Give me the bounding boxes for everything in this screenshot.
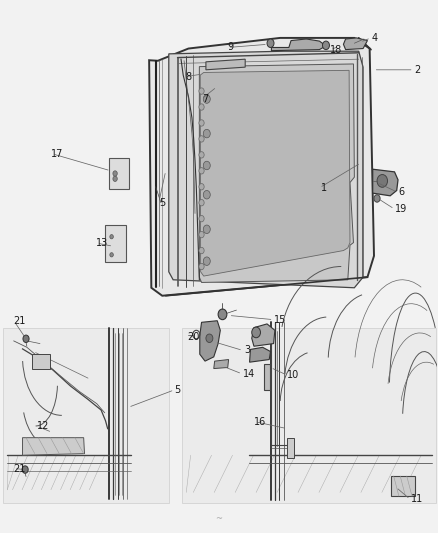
Text: 21: 21 <box>13 316 25 326</box>
Text: 5: 5 <box>159 198 165 208</box>
Circle shape <box>110 253 113 257</box>
Circle shape <box>203 130 210 138</box>
Polygon shape <box>199 64 354 282</box>
Bar <box>3 328 169 503</box>
Polygon shape <box>206 59 245 70</box>
Circle shape <box>374 195 380 202</box>
Circle shape <box>199 263 204 270</box>
Polygon shape <box>373 169 398 196</box>
Text: 12: 12 <box>36 421 49 431</box>
Text: 19: 19 <box>395 204 407 214</box>
Text: 4: 4 <box>372 33 378 43</box>
Circle shape <box>110 235 113 239</box>
Circle shape <box>199 231 204 238</box>
Text: 9: 9 <box>228 43 234 52</box>
Circle shape <box>113 176 117 181</box>
Text: 21: 21 <box>13 464 25 473</box>
Circle shape <box>113 171 117 176</box>
Circle shape <box>199 215 204 222</box>
Polygon shape <box>250 348 271 362</box>
Bar <box>109 158 129 189</box>
Bar <box>106 225 127 262</box>
Text: 7: 7 <box>202 94 208 104</box>
Circle shape <box>203 257 210 265</box>
Polygon shape <box>252 324 275 346</box>
Circle shape <box>377 174 388 187</box>
Circle shape <box>203 225 210 233</box>
Text: 11: 11 <box>411 494 424 504</box>
Text: 16: 16 <box>254 417 266 427</box>
Circle shape <box>199 120 204 126</box>
Bar <box>392 476 416 496</box>
Text: 2: 2 <box>415 65 421 75</box>
Circle shape <box>199 136 204 142</box>
Bar <box>264 365 270 390</box>
Text: 18: 18 <box>330 45 343 54</box>
Text: 15: 15 <box>274 314 286 325</box>
Text: 3: 3 <box>244 345 250 356</box>
Circle shape <box>252 327 261 338</box>
Circle shape <box>267 39 274 47</box>
Text: 20: 20 <box>187 332 200 342</box>
Polygon shape <box>272 39 326 51</box>
Circle shape <box>199 167 204 174</box>
Bar <box>287 438 294 458</box>
Polygon shape <box>343 38 367 50</box>
Circle shape <box>199 88 204 94</box>
Polygon shape <box>22 438 85 455</box>
Polygon shape <box>200 70 350 276</box>
Circle shape <box>206 334 213 343</box>
Text: 13: 13 <box>96 238 108 248</box>
Circle shape <box>203 190 210 199</box>
Circle shape <box>203 161 210 169</box>
Circle shape <box>322 41 329 50</box>
Circle shape <box>23 335 29 343</box>
Text: 8: 8 <box>185 72 191 82</box>
Circle shape <box>218 309 227 320</box>
Text: ~: ~ <box>215 514 223 523</box>
Text: 5: 5 <box>174 385 181 395</box>
Circle shape <box>199 247 204 254</box>
Text: 14: 14 <box>243 369 255 379</box>
Polygon shape <box>200 321 220 361</box>
Circle shape <box>22 466 28 473</box>
Circle shape <box>199 199 204 206</box>
Polygon shape <box>214 360 229 368</box>
Polygon shape <box>149 38 374 296</box>
Bar <box>32 354 49 368</box>
Text: 1: 1 <box>321 183 327 193</box>
Circle shape <box>199 183 204 190</box>
Text: 17: 17 <box>51 149 63 159</box>
Circle shape <box>199 104 204 110</box>
Circle shape <box>203 95 210 103</box>
Bar <box>182 328 436 503</box>
Polygon shape <box>169 51 363 288</box>
Text: 10: 10 <box>287 370 299 380</box>
Text: 6: 6 <box>398 187 404 197</box>
Circle shape <box>199 152 204 158</box>
